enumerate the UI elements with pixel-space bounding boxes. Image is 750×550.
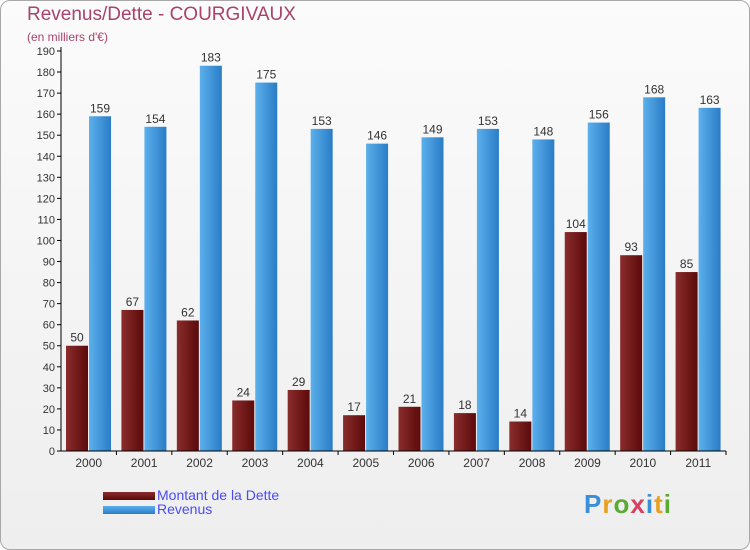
x-tick-label: 2010 (630, 456, 657, 470)
data-label-debt: 93 (624, 240, 638, 254)
y-tick-label: 0 (49, 446, 55, 458)
bar-revenue (532, 139, 555, 451)
bar-revenue (587, 122, 610, 451)
y-tick-label: 100 (37, 235, 55, 247)
data-label-debt: 24 (237, 385, 251, 399)
bar-revenue (698, 107, 721, 451)
bar-debt (453, 413, 476, 451)
logo-letter: o (613, 489, 631, 519)
data-label-debt: 104 (566, 217, 586, 231)
data-label-debt: 14 (514, 407, 528, 421)
x-tick-label: 2004 (297, 456, 324, 470)
x-tick-label: 2011 (685, 456, 711, 470)
chart-subtitle: (en milliers d'€) (27, 30, 108, 44)
logo-letter: x (630, 489, 646, 519)
bar-debt (620, 255, 643, 451)
bar-revenue (199, 65, 222, 451)
data-label-debt: 29 (292, 375, 306, 389)
data-label-revenue: 149 (422, 122, 442, 136)
x-tick-label: 2003 (242, 456, 269, 470)
bar-debt (675, 272, 698, 451)
y-tick-label: 70 (43, 299, 55, 311)
bar-debt (509, 421, 532, 451)
x-tick-label: 2006 (408, 456, 435, 470)
y-tick-label: 150 (37, 130, 55, 142)
logo-letter: P (584, 489, 603, 519)
bar-revenue (255, 82, 278, 451)
x-tick-label: 2005 (352, 456, 379, 470)
data-label-revenue: 159 (90, 101, 110, 115)
data-label-revenue: 154 (145, 112, 165, 126)
logo-letter: r (602, 489, 614, 519)
bar-debt (66, 345, 88, 451)
logo-letter: i (645, 489, 655, 519)
bar-revenue (366, 143, 389, 451)
legend-label-revenue: Revenus (157, 501, 213, 517)
bar-debt (232, 400, 255, 451)
bar-debt (343, 415, 366, 451)
data-label-revenue: 153 (478, 114, 498, 128)
bar-revenue (643, 97, 666, 451)
proxiti-logo: Proxiti (584, 489, 672, 520)
data-label-revenue: 148 (533, 124, 553, 138)
y-tick-label: 180 (37, 67, 55, 79)
logo-letter: t (654, 489, 664, 519)
x-tick-label: 2000 (75, 456, 102, 470)
y-tick-label: 30 (43, 383, 55, 395)
y-tick-label: 10 (43, 425, 55, 437)
data-label-debt: 67 (126, 295, 140, 309)
y-tick-label: 80 (43, 278, 55, 290)
y-tick-label: 40 (43, 362, 55, 374)
data-label-debt: 21 (403, 392, 417, 406)
y-tick-label: 170 (37, 88, 55, 100)
data-label-revenue: 175 (256, 68, 276, 82)
y-tick-label: 120 (37, 193, 55, 205)
data-label-revenue: 163 (700, 93, 720, 107)
y-tick-label: 140 (37, 151, 55, 163)
y-tick-label: 190 (37, 46, 55, 58)
data-label-debt: 62 (181, 305, 195, 319)
chart-title: Revenus/Dette - COURGIVAUX (27, 4, 296, 25)
x-tick-label: 2007 (463, 456, 490, 470)
data-label-debt: 17 (347, 400, 361, 414)
data-label-revenue: 146 (367, 129, 387, 143)
data-label-revenue: 183 (201, 51, 221, 65)
data-label-debt: 85 (680, 257, 694, 271)
y-tick-label: 20 (43, 404, 55, 416)
bar-revenue (476, 128, 499, 451)
bar-revenue (89, 116, 111, 452)
x-tick-label: 2002 (186, 456, 213, 470)
y-tick-label: 160 (37, 109, 55, 121)
data-label-debt: 18 (458, 398, 472, 412)
y-tick-label: 130 (37, 172, 55, 184)
logo-letter: i (663, 489, 672, 519)
bar-debt (121, 309, 144, 451)
data-label-revenue: 153 (312, 114, 332, 128)
x-tick-label: 2008 (519, 456, 546, 470)
bar-debt (176, 320, 199, 451)
x-tick-label: 2001 (131, 456, 158, 470)
y-tick-label: 50 (43, 341, 55, 353)
bar-revenue (310, 128, 333, 451)
data-label-debt: 50 (70, 331, 84, 345)
data-label-revenue: 156 (589, 108, 609, 122)
bar-revenue (421, 137, 444, 451)
x-tick-label: 2009 (574, 456, 601, 470)
y-tick-label: 110 (37, 214, 55, 226)
data-label-revenue: 168 (644, 82, 664, 96)
legend-swatch-revenue (103, 506, 155, 514)
bar-debt (564, 232, 587, 451)
legend-swatch-debt (103, 492, 155, 500)
bar-revenue (144, 126, 167, 451)
bar-debt (287, 389, 310, 451)
bar-debt (398, 406, 421, 451)
y-tick-label: 90 (43, 257, 55, 269)
y-tick-label: 60 (43, 320, 55, 332)
legend-label-debt: Montant de la Dette (157, 487, 280, 503)
